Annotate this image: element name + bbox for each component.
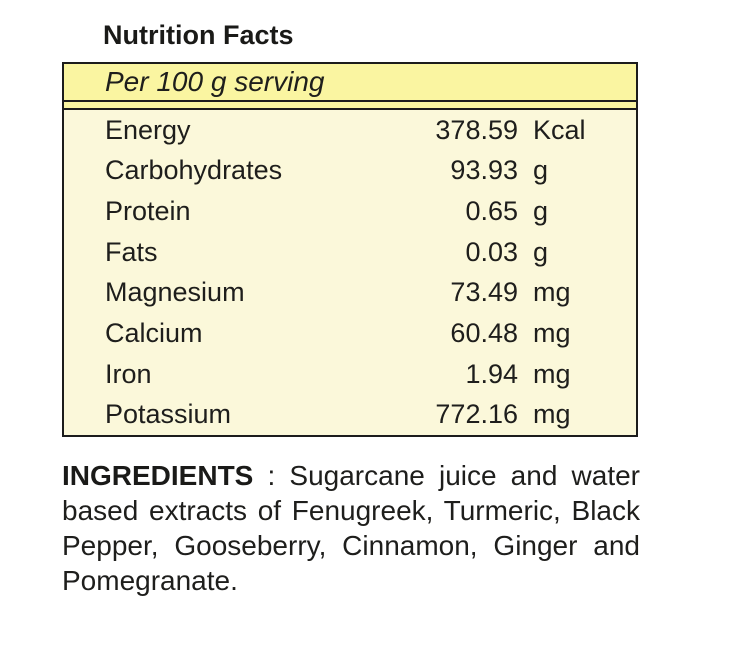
nutrient-row: Protein 0.65 g	[64, 191, 636, 232]
nutrient-value: 0.03	[465, 236, 518, 267]
nutrient-name: Carbohydrates	[105, 155, 283, 186]
page-title: Nutrition Facts	[103, 20, 294, 50]
nutrient-name: Protein	[105, 196, 191, 227]
nutrient-unit: g	[533, 155, 549, 186]
nutrient-row: Magnesium 73.49 mg	[64, 273, 636, 314]
nutrient-name: Fats	[105, 236, 158, 267]
nutrient-name: Energy	[105, 114, 191, 145]
nutrient-value: 1.94	[465, 358, 518, 389]
ingredients-separator: :	[253, 460, 290, 491]
nutrient-row: Carbohydrates 93.93 g	[64, 151, 636, 192]
header-divider	[64, 102, 636, 110]
serving-header-row: Per 100 g serving	[64, 64, 636, 102]
nutrient-name: Calcium	[105, 317, 203, 348]
nutrient-row: Energy 378.59 Kcal	[64, 110, 636, 151]
ingredients-heading: INGREDIENTS	[62, 460, 254, 491]
nutrient-value: 60.48	[450, 317, 518, 348]
nutrient-unit: mg	[533, 317, 571, 348]
nutrient-unit: mg	[533, 399, 571, 430]
nutrient-row: Fats 0.03 g	[64, 232, 636, 273]
nutrition-facts-table: Per 100 g serving Energy 378.59 Kcal Car…	[62, 62, 638, 437]
nutrient-value: 772.16	[435, 399, 518, 430]
nutrient-rows: Energy 378.59 Kcal Carbohydrates 93.93 g…	[64, 110, 636, 435]
nutrient-value: 0.65	[465, 196, 518, 227]
nutrient-name: Iron	[105, 358, 152, 389]
nutrient-value: 73.49	[450, 277, 518, 308]
nutrient-unit: g	[533, 196, 549, 227]
nutrient-unit: mg	[533, 358, 571, 389]
nutrient-value: 378.59	[435, 114, 518, 145]
serving-header-label: Per 100 g serving	[105, 66, 325, 97]
nutrient-name: Potassium	[105, 399, 232, 430]
nutrient-name: Magnesium	[105, 277, 245, 308]
nutrient-unit: g	[533, 236, 549, 267]
ingredients-paragraph: INGREDIENTS : Sugarcane juice and water …	[62, 458, 640, 598]
nutrient-unit: mg	[533, 277, 571, 308]
nutrient-value: 93.93	[450, 155, 518, 186]
nutrient-unit: Kcal	[533, 114, 586, 145]
ingredients-text: Sugarcane juice and water based extracts…	[62, 460, 640, 596]
nutrient-row: Calcium 60.48 mg	[64, 313, 636, 354]
nutrient-row: Iron 1.94 mg	[64, 354, 636, 395]
nutrient-row: Potassium 772.16 mg	[64, 394, 636, 435]
